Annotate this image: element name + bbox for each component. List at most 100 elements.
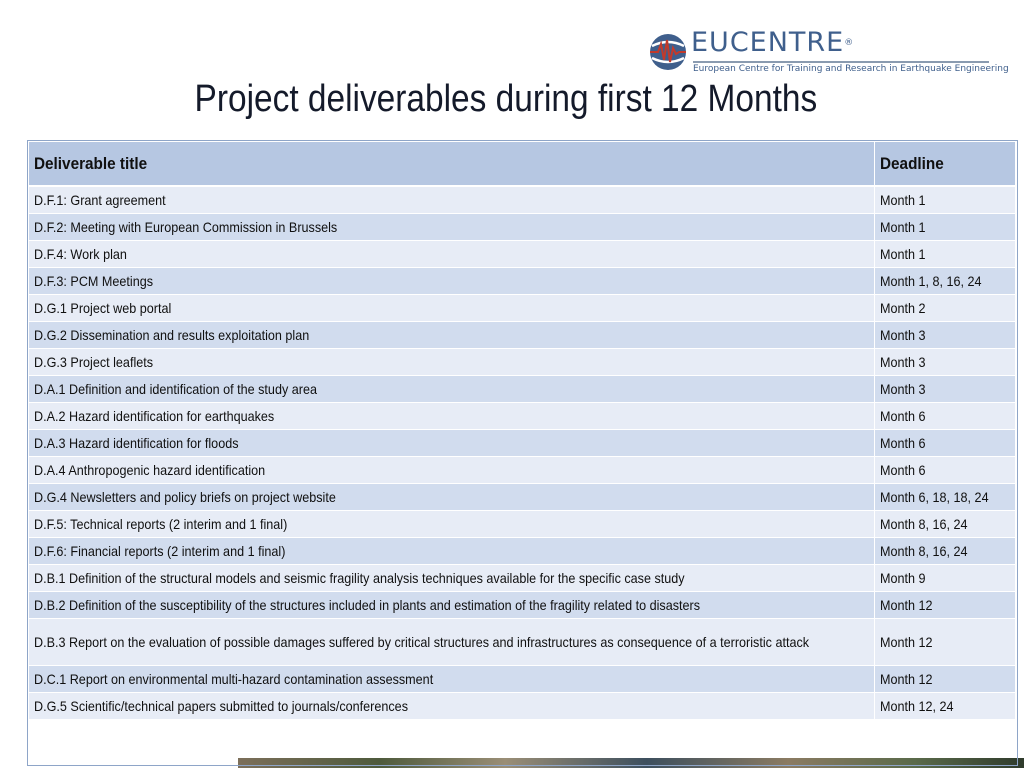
deadline-cell: Month 12 (873, 618, 1017, 666)
deadline-value: Month 8, 16, 24 (879, 516, 968, 532)
table-row: D.G.4 Newsletters and policy briefs on p… (28, 483, 1017, 511)
deliverable-title-cell: D.A.4 Anthropogenic hazard identificatio… (28, 456, 875, 484)
deadline-cell: Month 6 (873, 402, 1017, 430)
table-row: D.C.1 Report on environmental multi-haza… (28, 665, 1017, 693)
deadline-value: Month 2 (879, 300, 926, 316)
deadline-value: Month 6 (879, 408, 926, 424)
deliverable-title-cell: D.F.2: Meeting with European Commission … (28, 213, 875, 241)
deadline-cell: Month 8, 16, 24 (873, 537, 1017, 565)
deadline-value: Month 12 (879, 597, 933, 613)
deadline-value: Month 3 (879, 327, 926, 343)
table-row: D.F.6: Financial reports (2 interim and … (28, 537, 1017, 565)
table-row: D.B.1 Definition of the structural model… (28, 564, 1017, 592)
table-row: D.F.1: Grant agreement Month 1 (28, 185, 1017, 214)
deliverable-title: D.B.2 Definition of the susceptibility o… (34, 597, 701, 613)
deadline-cell: Month 1 (873, 213, 1017, 241)
logo-subtitle: European Centre for Training and Researc… (693, 64, 1009, 74)
deadline-value: Month 6, 18, 18, 24 (879, 489, 989, 505)
header-deliverable-title: Deliverable title (28, 141, 875, 187)
deliverable-title-cell: D.F.5: Technical reports (2 interim and … (28, 510, 875, 538)
deadline-value: Month 3 (879, 354, 926, 370)
table-row: D.G.1 Project web portal Month 2 (28, 294, 1017, 322)
deadline-cell: Month 6, 18, 18, 24 (873, 483, 1017, 511)
table-row: D.A.2 Hazard identification for earthqua… (28, 402, 1017, 430)
deliverable-title: D.G.5 Scientific/technical papers submit… (34, 698, 408, 714)
deadline-cell: Month 9 (873, 564, 1017, 592)
deliverable-title-cell: D.F.1: Grant agreement (28, 185, 875, 214)
deadline-value: Month 12, 24 (879, 698, 954, 714)
deliverable-title-cell: D.B.3 Report on the evaluation of possib… (28, 618, 875, 666)
deadline-cell: Month 3 (873, 321, 1017, 349)
table-row: D.G.3 Project leaflets Month 3 (28, 348, 1017, 376)
table-row: D.G.5 Scientific/technical papers submit… (28, 692, 1017, 720)
deliverable-title-cell: D.F.6: Financial reports (2 interim and … (28, 537, 875, 565)
deliverable-title-cell: D.A.1 Definition and identification of t… (28, 375, 875, 403)
deliverable-title: D.F.1: Grant agreement (34, 192, 166, 208)
deliverable-title: D.A.1 Definition and identification of t… (34, 381, 317, 397)
table-row: D.B.3 Report on the evaluation of possib… (28, 618, 1017, 666)
deliverable-title-cell: D.F.3: PCM Meetings (28, 267, 875, 295)
deliverable-title: D.G.1 Project web portal (34, 300, 172, 316)
deadline-cell: Month 6 (873, 456, 1017, 484)
deliverable-title-cell: D.C.1 Report on environmental multi-haza… (28, 665, 875, 693)
deliverable-title-cell: D.G.3 Project leaflets (28, 348, 875, 376)
deliverable-title-cell: D.A.2 Hazard identification for earthqua… (28, 402, 875, 430)
deadline-cell: Month 8, 16, 24 (873, 510, 1017, 538)
logo-wordmark: EUCENTRE® (691, 27, 855, 58)
table-row: D.F.3: PCM Meetings Month 1, 8, 16, 24 (28, 267, 1017, 295)
deadline-cell: Month 2 (873, 294, 1017, 322)
deadline-value: Month 3 (879, 381, 926, 397)
deliverable-title-cell: D.B.2 Definition of the susceptibility o… (28, 591, 875, 619)
table-row: D.F.2: Meeting with European Commission … (28, 213, 1017, 241)
deliverable-title-cell: D.B.1 Definition of the structural model… (28, 564, 875, 592)
deliverable-title: D.G.2 Dissemination and results exploita… (34, 327, 310, 343)
table-row: D.B.2 Definition of the susceptibility o… (28, 591, 1017, 619)
deadline-value: Month 12 (879, 633, 933, 650)
deliverable-title: D.F.4: Work plan (34, 246, 127, 262)
seismograph-globe-icon (650, 34, 686, 70)
deliverable-title: D.F.2: Meeting with European Commission … (34, 219, 338, 235)
deliverable-title: D.F.3: PCM Meetings (34, 273, 154, 289)
eucentre-logo: EUCENTRE® European Centre for Training a… (648, 27, 1009, 80)
deliverable-title: D.F.6: Financial reports (2 interim and … (34, 543, 286, 559)
background-photo-strip (238, 758, 1024, 768)
deadline-value: Month 1, 8, 16, 24 (879, 273, 982, 289)
deadline-cell: Month 3 (873, 375, 1017, 403)
deliverable-title-cell: D.G.5 Scientific/technical papers submit… (28, 692, 875, 720)
deadline-cell: Month 6 (873, 429, 1017, 457)
deadline-value: Month 12 (879, 671, 933, 687)
deliverable-title-cell: D.A.3 Hazard identification for floods (28, 429, 875, 457)
deliverable-title: D.B.3 Report on the evaluation of possib… (34, 633, 810, 650)
deliverable-title-cell: D.G.2 Dissemination and results exploita… (28, 321, 875, 349)
registered-mark: ® (844, 38, 855, 48)
deadline-cell: Month 12 (873, 665, 1017, 693)
table-row: D.F.5: Technical reports (2 interim and … (28, 510, 1017, 538)
deadline-value: Month 1 (879, 192, 926, 208)
table-header-row: Deliverable title Deadline (28, 141, 1017, 187)
deliverable-title: D.G.3 Project leaflets (34, 354, 154, 370)
deadline-cell: Month 1, 8, 16, 24 (873, 267, 1017, 295)
deadline-value: Month 1 (879, 219, 926, 235)
deadline-cell: Month 1 (873, 240, 1017, 268)
deliverable-title-cell: D.G.4 Newsletters and policy briefs on p… (28, 483, 875, 511)
deadline-value: Month 1 (879, 246, 926, 262)
deliverables-table: Deliverable title Deadline D.F.1: Grant … (28, 141, 1017, 720)
table-row: D.A.1 Definition and identification of t… (28, 375, 1017, 403)
deadline-value: Month 8, 16, 24 (879, 543, 968, 559)
deadline-cell: Month 3 (873, 348, 1017, 376)
deliverable-title: D.A.2 Hazard identification for earthqua… (34, 408, 275, 424)
deadline-value: Month 6 (879, 462, 926, 478)
deadline-value: Month 6 (879, 435, 926, 451)
deadline-cell: Month 12, 24 (873, 692, 1017, 720)
page-title: Project deliverables during first 12 Mon… (194, 78, 818, 120)
deadline-value: Month 9 (879, 570, 926, 586)
deliverable-title: D.A.3 Hazard identification for floods (34, 435, 239, 451)
table-row: D.G.2 Dissemination and results exploita… (28, 321, 1017, 349)
deliverable-title: D.B.1 Definition of the structural model… (34, 570, 685, 586)
header-deadline: Deadline (873, 141, 1017, 187)
deliverable-title-cell: D.F.4: Work plan (28, 240, 875, 268)
deliverable-title: D.F.5: Technical reports (2 interim and … (34, 516, 288, 532)
deliverable-title: D.A.4 Anthropogenic hazard identificatio… (34, 462, 266, 478)
deadline-cell: Month 1 (873, 185, 1017, 214)
table-body: D.F.1: Grant agreement Month 1 D.F.2: Meet… (28, 185, 1017, 720)
